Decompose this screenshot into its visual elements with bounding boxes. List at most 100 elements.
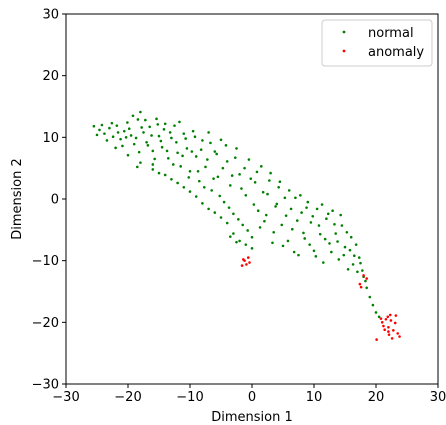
- point-normal-132: [237, 218, 240, 221]
- point-normal-77: [340, 224, 344, 227]
- point-normal-68: [312, 249, 316, 253]
- point-normal-79: [346, 268, 350, 271]
- legend-label-normal: normal: [368, 26, 414, 41]
- point-normal-111: [171, 163, 175, 166]
- point-normal-105: [153, 157, 156, 161]
- legend-marker-normal: [342, 30, 346, 34]
- point-normal-94: [116, 131, 120, 134]
- point-normal-5: [115, 124, 119, 127]
- point-normal-2: [103, 132, 106, 135]
- x-tick-label-4: 10: [306, 390, 323, 405]
- point-anomaly-3: [246, 256, 250, 259]
- point-normal-70: [318, 232, 322, 236]
- point-normal-12: [139, 110, 142, 114]
- point-normal-113: [178, 120, 181, 124]
- point-normal-48: [250, 235, 254, 239]
- point-normal-25: [179, 165, 182, 168]
- point-normal-40: [225, 160, 229, 163]
- point-normal-61: [291, 227, 294, 231]
- point-normal-150: [292, 250, 296, 254]
- point-normal-193: [219, 216, 223, 219]
- point-normal-66: [306, 200, 310, 204]
- point-anomaly-25: [388, 313, 392, 317]
- point-normal-196: [170, 177, 173, 181]
- point-normal-160: [323, 237, 327, 241]
- point-normal-57: [278, 180, 282, 184]
- point-normal-151: [295, 219, 299, 222]
- point-normal-124: [212, 177, 215, 180]
- point-normal-139: [258, 226, 262, 229]
- point-normal-4: [111, 135, 115, 139]
- point-normal-169: [351, 263, 355, 266]
- point-normal-14: [145, 140, 148, 144]
- point-normal-72: [325, 217, 328, 221]
- y-tick-label-2: −10: [32, 254, 59, 269]
- y-tick-label-4: 10: [42, 131, 59, 146]
- point-normal-142: [268, 179, 271, 182]
- point-normal-42: [232, 212, 235, 216]
- point-normal-31: [198, 179, 201, 183]
- point-normal-88: [374, 311, 378, 314]
- point-normal-189: [250, 247, 254, 250]
- point-anomaly-17: [396, 332, 400, 335]
- point-normal-153: [302, 231, 305, 235]
- point-normal-6: [119, 137, 122, 141]
- point-normal-34: [207, 131, 210, 134]
- point-normal-54: [269, 171, 272, 175]
- point-normal-127: [221, 166, 225, 170]
- point-normal-183: [225, 221, 229, 225]
- point-normal-188: [229, 235, 232, 238]
- point-normal-82: [356, 270, 359, 274]
- point-normal-83: [359, 261, 362, 265]
- point-normal-173: [364, 279, 367, 283]
- point-normal-119: [196, 169, 200, 173]
- point-anomaly-22: [398, 335, 401, 338]
- legend: normal anomaly: [321, 19, 433, 67]
- point-normal-158: [317, 224, 321, 227]
- point-normal-108: [162, 128, 166, 131]
- legend-box: [321, 19, 433, 67]
- point-normal-164: [336, 240, 339, 243]
- point-normal-30: [194, 155, 198, 158]
- plot-frame: [65, 13, 439, 385]
- point-normal-192: [207, 207, 210, 211]
- point-normal-23: [173, 124, 176, 127]
- point-normal-22: [170, 136, 173, 140]
- point-normal-177: [151, 168, 155, 171]
- x-tick-label-2: −10: [176, 390, 203, 405]
- point-normal-27: [185, 147, 189, 150]
- point-normal-71: [322, 261, 325, 264]
- point-normal-165: [339, 213, 342, 217]
- point-normal-9: [129, 134, 133, 137]
- x-tick-label-1: −20: [114, 390, 141, 405]
- point-normal-110: [168, 131, 172, 134]
- point-anomaly-4: [242, 258, 245, 261]
- y-tick-label-0: −30: [32, 378, 59, 393]
- point-normal-181: [201, 202, 204, 205]
- point-normal-157: [314, 255, 318, 258]
- point-normal-0: [92, 124, 96, 128]
- point-normal-122: [206, 158, 209, 161]
- point-normal-75: [334, 232, 338, 235]
- point-normal-29: [191, 129, 195, 133]
- point-normal-152: [299, 194, 302, 197]
- point-normal-8: [126, 121, 129, 124]
- point-normal-56: [275, 202, 279, 206]
- point-anomaly-10: [379, 317, 383, 320]
- point-normal-172: [361, 269, 364, 272]
- point-normal-67: [309, 221, 313, 224]
- point-normal-1: [98, 128, 101, 132]
- x-tick-label-0: −30: [52, 390, 79, 405]
- point-normal-154: [305, 206, 308, 209]
- point-normal-78: [343, 245, 347, 249]
- point-normal-95: [121, 144, 124, 148]
- point-normal-32: [201, 139, 204, 142]
- point-normal-191: [136, 165, 139, 169]
- point-normal-138: [255, 170, 259, 174]
- point-anomaly-0: [240, 264, 244, 267]
- point-normal-11: [136, 118, 140, 121]
- point-normal-13: [142, 131, 145, 134]
- point-normal-176: [139, 161, 142, 164]
- point-normal-44: [238, 173, 241, 176]
